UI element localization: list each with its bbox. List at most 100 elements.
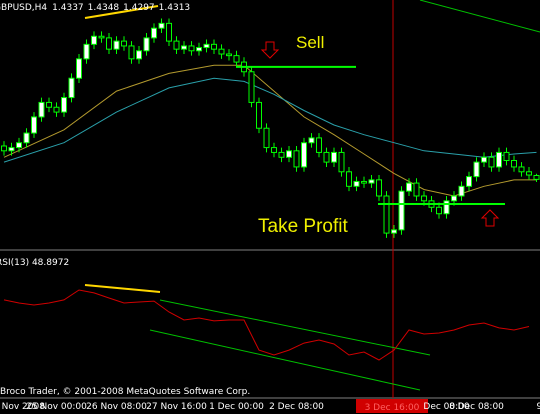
candle-body (1, 145, 7, 152)
candle-body (323, 151, 330, 163)
candle-body (466, 176, 472, 187)
candle-body (271, 147, 277, 153)
candle-body (346, 171, 352, 187)
candle-body (406, 182, 412, 192)
candle-body (391, 229, 397, 234)
x-tick-label: 25 Nov 00:00 (26, 402, 87, 412)
candle-body (518, 166, 525, 173)
candle-body (421, 195, 427, 202)
candle-body (121, 40, 127, 47)
candle-body (196, 47, 202, 52)
divergence-line (84, 5, 159, 19)
candle-body (256, 101, 262, 129)
x-tick-label: 27 Nov 16:00 (146, 402, 207, 412)
candle-body (263, 127, 270, 149)
candle-body (226, 53, 232, 57)
rsi-divergence-line (84, 284, 161, 293)
candle-body (308, 137, 315, 144)
candle-body (503, 151, 510, 161)
candle-body (203, 43, 210, 49)
sell-label: Sell (296, 33, 324, 52)
candle-body (143, 37, 150, 52)
candle-body (316, 137, 322, 153)
trend-line (419, 0, 540, 33)
candle-body (218, 48, 225, 55)
candle-body (436, 206, 442, 215)
buy-arrow (480, 209, 500, 227)
candle-body (413, 182, 420, 197)
candle-body (376, 179, 382, 197)
candle-body (98, 35, 105, 39)
rsi-line (3, 289, 530, 361)
candle-body (128, 45, 135, 60)
candle-body (38, 101, 45, 118)
candle-body (16, 142, 22, 149)
x-tick-label: Dec 00:00 (423, 402, 469, 412)
candle-body (511, 159, 517, 168)
candle-body (451, 195, 457, 202)
candle-body (61, 97, 67, 113)
rsi-label: RSI(13) 48.8972 (0, 258, 69, 268)
candle-body (31, 116, 37, 134)
candle-body (481, 156, 487, 163)
candle-body (53, 106, 60, 113)
moving-average (3, 77, 537, 163)
candle-body (188, 45, 195, 52)
candle-body (488, 156, 495, 168)
candle-body (46, 101, 52, 108)
sell-arrow (260, 41, 280, 59)
candle-body (211, 43, 217, 50)
x-tick-label: 8 Dec 08:00 (449, 402, 504, 412)
candle-body (361, 180, 367, 184)
x-tick-label: 9 (537, 402, 540, 412)
candle-body (83, 43, 90, 60)
candle-body (151, 27, 157, 39)
header-close: 1.4313 (159, 3, 191, 13)
candle-body (286, 150, 292, 158)
candle-body (8, 147, 15, 152)
take-profit-label: Take Profit (258, 216, 348, 237)
x-tick-label: 26 Nov 08:00 (86, 402, 147, 412)
data-layer (1, 18, 540, 361)
candle-body (496, 151, 502, 168)
candle-body (458, 185, 465, 197)
candle-body (248, 71, 255, 103)
back-layer (0, 0, 540, 399)
cursor-label: 3 Dec 16:00 (365, 403, 420, 413)
x-tick-label: 1 Dec 00:00 (209, 402, 264, 412)
header-low: 1.4297 (123, 3, 155, 13)
candle-body (181, 45, 187, 50)
candle-body (233, 55, 240, 63)
footer: Broco Trader, © 2001-2008 MetaQuotes Sof… (0, 387, 250, 397)
rsi-channel-upper (159, 299, 431, 356)
candle-body (158, 22, 165, 29)
candle-body (23, 132, 30, 144)
candle-body (136, 50, 142, 60)
candle-body (106, 37, 112, 50)
candle-body (353, 180, 360, 187)
candle-body (113, 40, 120, 50)
candle-body (173, 40, 180, 50)
x-tick-label: 1 Nov 2008 (0, 402, 45, 412)
moving-average (3, 64, 537, 197)
candle-body (533, 174, 540, 180)
candle-body (331, 151, 337, 163)
candle-body (278, 151, 285, 158)
candle-body (338, 151, 345, 173)
header-high: 1.4348 (88, 3, 120, 13)
candle-body (76, 58, 82, 79)
candle-body (91, 35, 97, 45)
candle-body (443, 200, 450, 215)
cursor-label-box (356, 399, 428, 413)
candle-body (368, 179, 375, 184)
x-tick-label: 2 Dec 08:00 (269, 402, 324, 412)
rsi-channel-lower (149, 329, 421, 391)
candle-body (301, 142, 307, 168)
candle-body (383, 195, 390, 234)
symbol: GBPUSD,H4 (0, 3, 47, 13)
